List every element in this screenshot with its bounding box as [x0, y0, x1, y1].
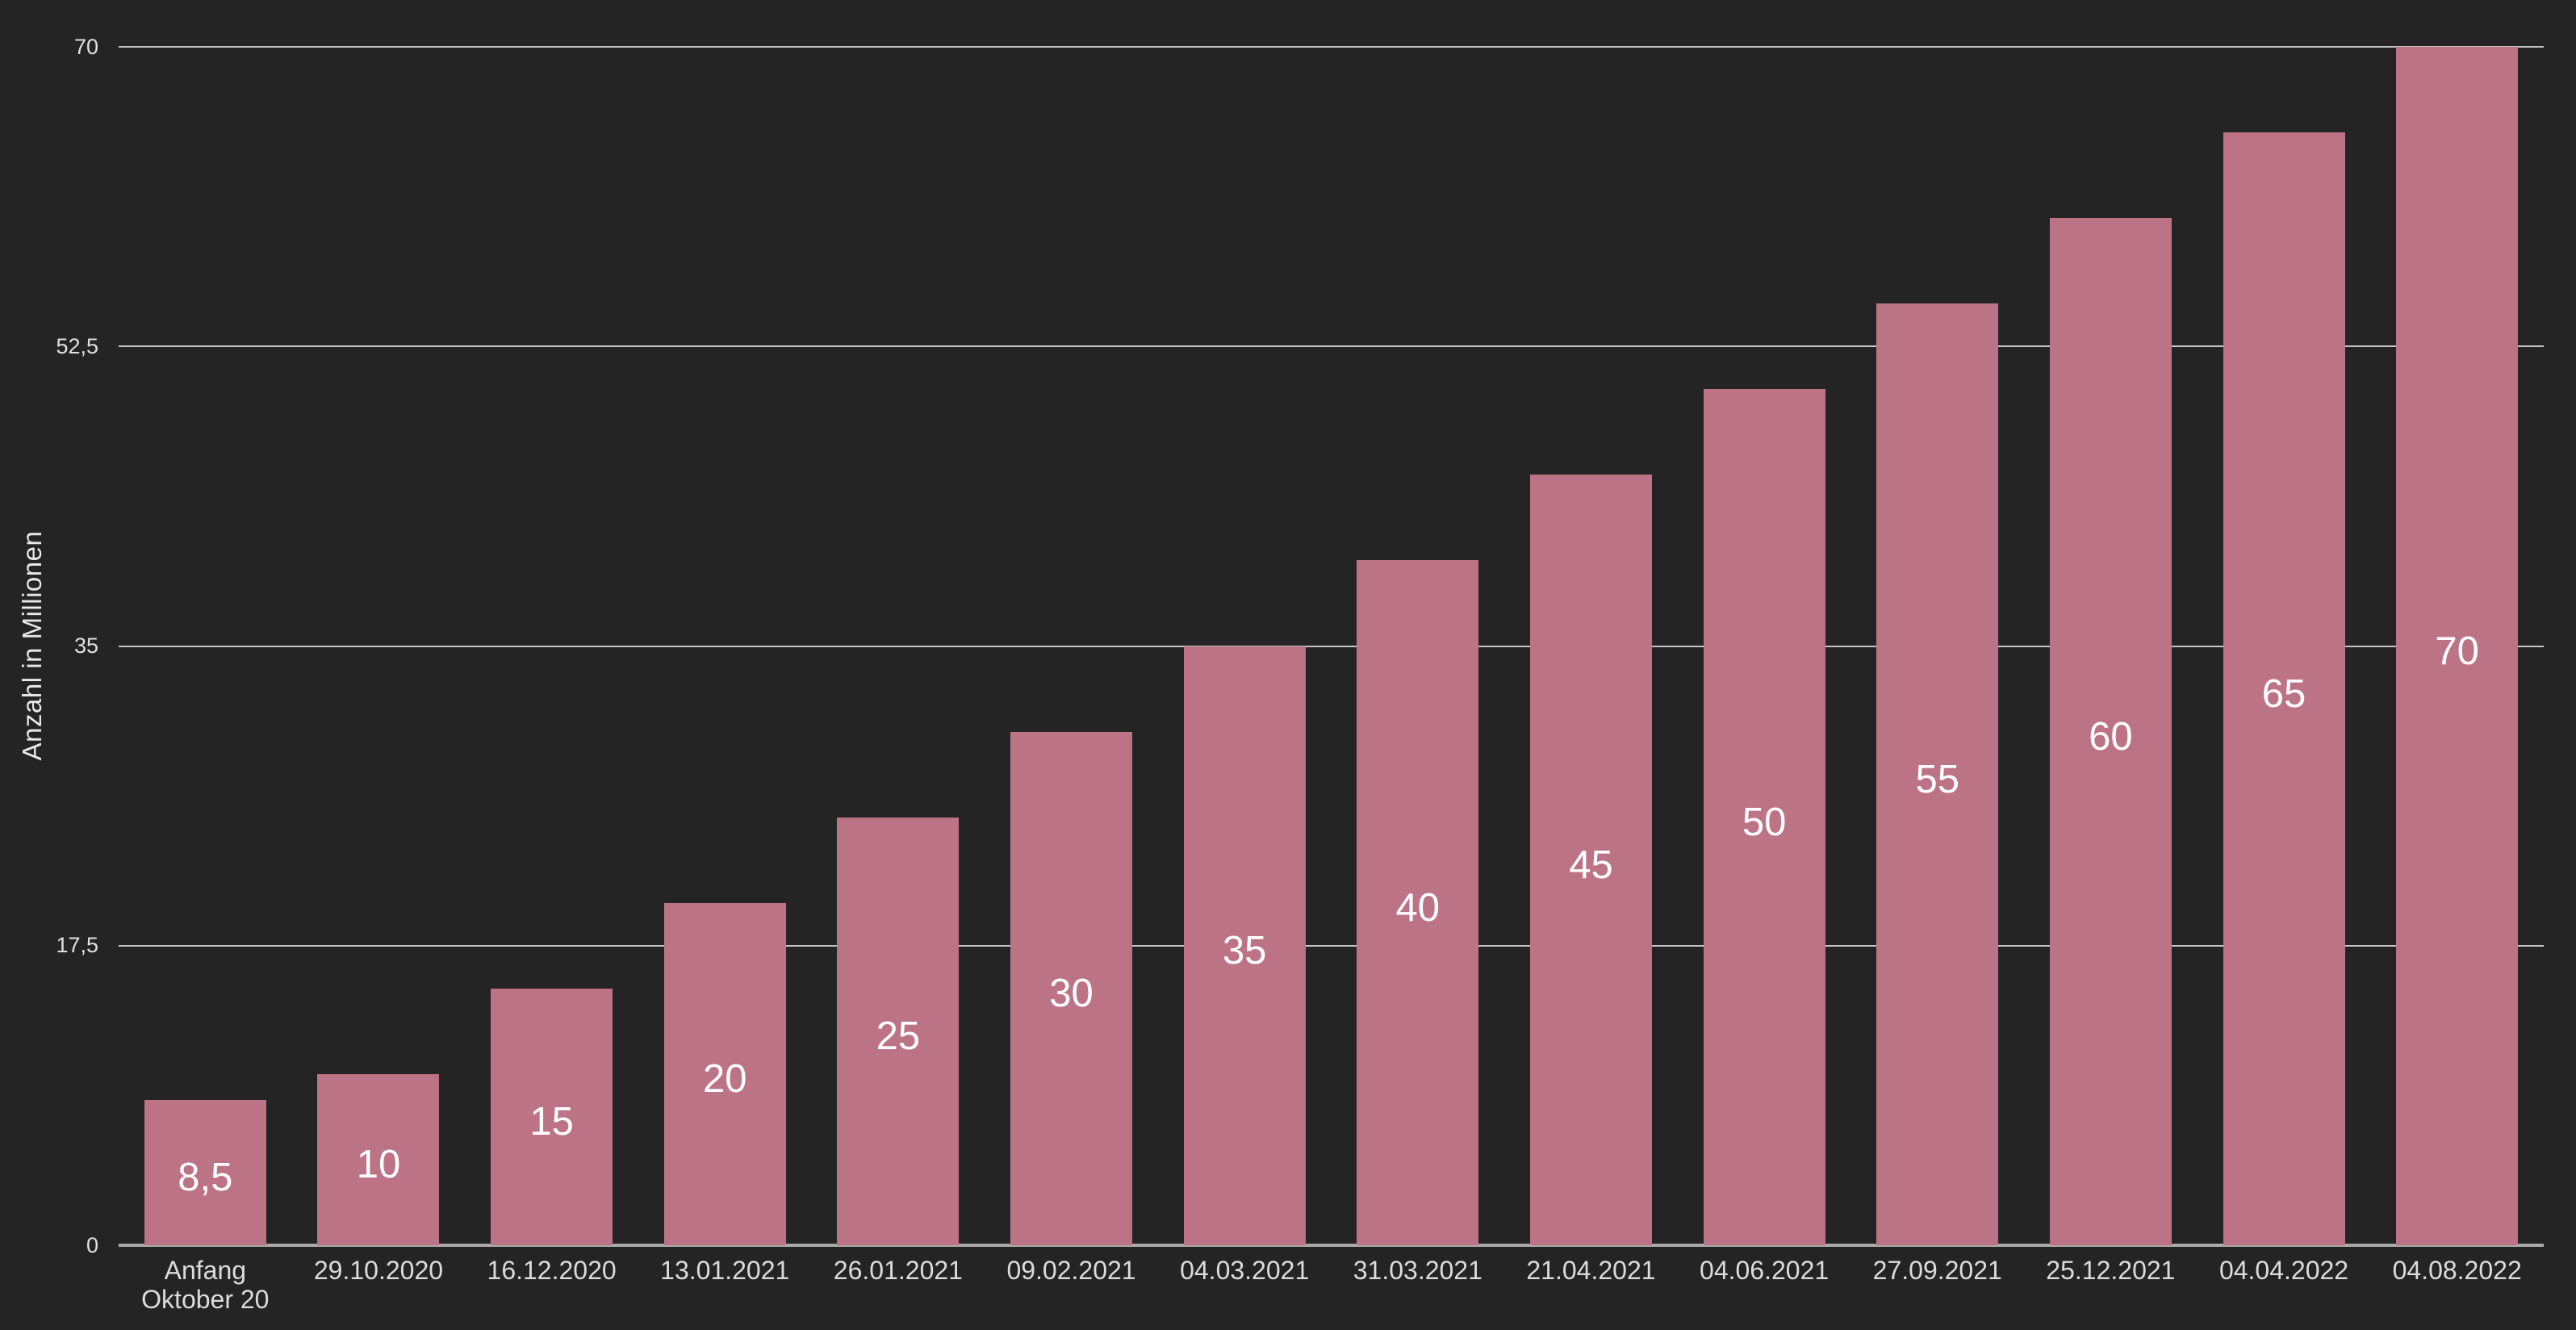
bar[interactable]: 20	[663, 902, 786, 1245]
x-category-label: 26.01.2021	[833, 1256, 963, 1285]
bar[interactable]: 60	[2049, 218, 2172, 1245]
x-category-label: Anfang Oktober 20	[141, 1256, 270, 1314]
bar-value-label: 50	[1742, 800, 1787, 844]
bar[interactable]: 40	[1357, 560, 1479, 1245]
y-tick-label: 0	[86, 1232, 98, 1257]
bar[interactable]: 15	[491, 988, 613, 1245]
bar-value-label: 70	[2435, 629, 2479, 673]
x-category-label: 04.08.2022	[2392, 1256, 2522, 1285]
x-category-label: 13.01.2021	[660, 1256, 790, 1285]
bar[interactable]: 70	[2396, 47, 2519, 1245]
bar[interactable]: 55	[1876, 303, 1999, 1245]
x-category-label: 31.03.2021	[1353, 1256, 1482, 1285]
x-category-label: 04.06.2021	[1700, 1256, 1830, 1285]
x-axis-baseline	[119, 1244, 2544, 1247]
bar[interactable]: 10	[317, 1073, 440, 1245]
bar-value-label: 55	[1915, 757, 1959, 801]
x-category-label: 16.12.2020	[487, 1256, 617, 1285]
x-category-label: 27.09.2021	[1872, 1256, 2002, 1285]
bar[interactable]: 45	[1529, 475, 1652, 1245]
bar[interactable]: 8,5	[144, 1099, 266, 1245]
bar[interactable]: 35	[1183, 646, 1306, 1245]
bar-value-label: 65	[2261, 671, 2306, 716]
x-category-label: 09.02.2021	[1006, 1256, 1136, 1285]
gridline	[119, 944, 2544, 947]
y-tick-label: 52,5	[56, 333, 98, 358]
bar[interactable]: 65	[2223, 132, 2345, 1245]
bar[interactable]: 50	[1703, 389, 1825, 1245]
bar[interactable]: 25	[837, 817, 960, 1245]
x-category-label: 04.03.2021	[1180, 1256, 1310, 1285]
bar-value-label: 15	[529, 1099, 574, 1144]
bar-value-label: 10	[356, 1142, 401, 1186]
bar-value-label: 25	[876, 1014, 921, 1058]
x-category-label: 04.04.2022	[2218, 1256, 2349, 1285]
gridline	[119, 46, 2544, 48]
y-tick-label: 70	[73, 34, 98, 59]
bar-value-label: 60	[2089, 714, 2133, 759]
y-tick-label: 35	[73, 634, 98, 658]
bar-value-label: 40	[1395, 885, 1441, 930]
x-category-label: 21.04.2021	[1526, 1256, 1656, 1285]
bar-value-label: 20	[702, 1056, 747, 1101]
y-tick-label: 17,5	[56, 933, 98, 958]
gridline	[119, 645, 2544, 647]
bar-value-label: 35	[1222, 928, 1267, 972]
x-category-label: 29.10.2020	[313, 1256, 444, 1285]
x-category-label: 25.12.2021	[2046, 1256, 2176, 1285]
bar[interactable]: 30	[1010, 731, 1133, 1245]
gridline	[119, 345, 2544, 348]
bar-value-label: 8,5	[178, 1155, 233, 1199]
bar-value-label: 30	[1049, 971, 1094, 1015]
bar-value-label: 45	[1569, 843, 1613, 887]
